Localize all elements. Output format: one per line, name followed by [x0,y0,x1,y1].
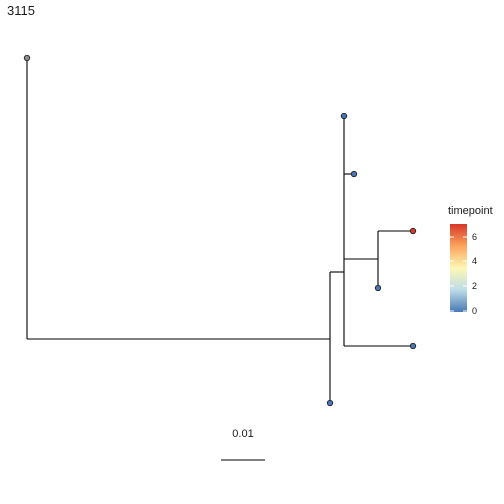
legend-colorbar [450,224,467,312]
legend-title: timepoint [448,205,493,217]
scale-bar-label: 0.01 [232,428,254,440]
tip-node [340,112,348,120]
legend-tick-label: 0 [472,306,478,316]
tip-node [374,284,382,292]
tip-node [409,227,417,235]
figure-title: 3115 [7,3,35,18]
legend-tick-label: 4 [472,256,478,266]
legend-tick-label: 6 [472,232,478,242]
tip-node [326,399,334,407]
tip-node [350,170,358,178]
tip-node [23,54,31,62]
tip-node [409,342,417,350]
legend-tick-label: 2 [472,281,478,291]
